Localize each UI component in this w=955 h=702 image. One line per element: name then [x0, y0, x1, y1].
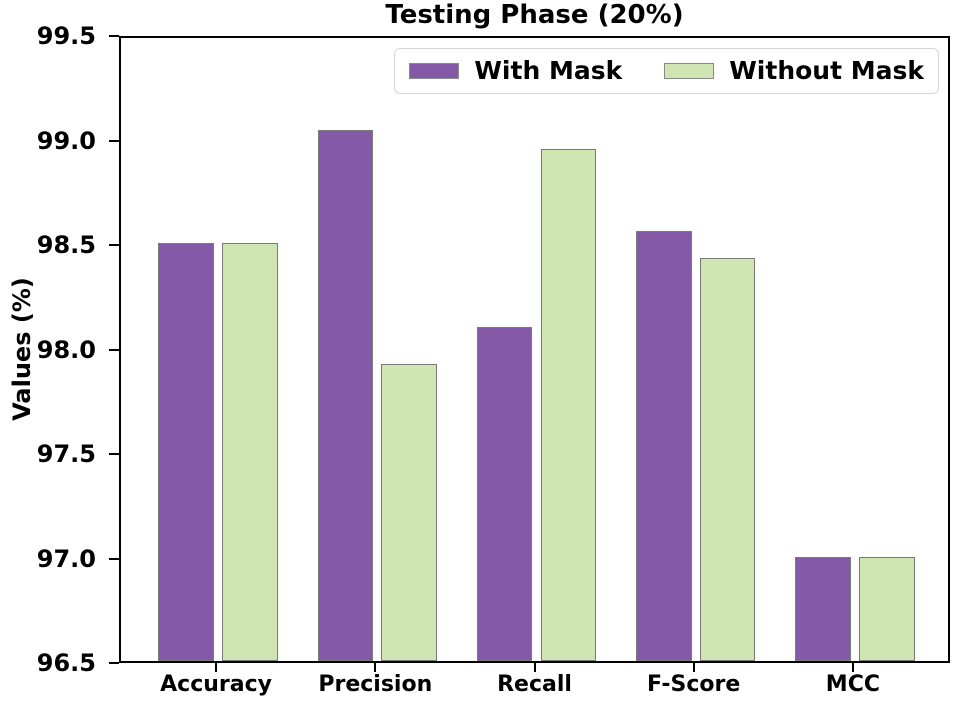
y-tick-label: 97.0	[36, 544, 96, 573]
bar-without-mask-recall	[540, 148, 597, 661]
legend-label: With Mask	[474, 56, 623, 85]
bar-with-mask-f-score	[636, 230, 692, 661]
y-tick-mark	[109, 35, 119, 37]
legend-swatch-with-mask	[409, 63, 460, 79]
bar-with-mask-accuracy	[158, 243, 215, 661]
chart-title: Testing Phase (20%)	[385, 0, 684, 30]
y-tick-mark	[109, 348, 119, 351]
bar-with-mask-recall	[476, 326, 533, 661]
legend-label: Without Mask	[729, 56, 924, 85]
y-tick-label: 99.5	[36, 22, 96, 50]
bar-without-mask-f-score	[699, 257, 756, 661]
x-tick-label-mcc: MCC	[825, 672, 880, 697]
legend-item-with-mask: With Mask	[409, 58, 622, 84]
x-tick-mark	[851, 663, 854, 672]
y-tick-label: 99.0	[36, 126, 96, 155]
bar-without-mask-accuracy	[222, 243, 278, 661]
y-tick-mark	[109, 557, 119, 560]
legend: With Mask Without Mask	[394, 48, 939, 94]
x-tick-mark	[533, 663, 536, 672]
bar-without-mask-precision	[381, 364, 437, 661]
x-tick-label-recall: Recall	[497, 672, 572, 697]
legend-swatch-without-mask	[664, 63, 715, 79]
bar-with-mask-mcc	[795, 556, 851, 661]
x-tick-mark	[692, 663, 695, 672]
y-tick-mark	[109, 139, 119, 142]
y-tick-mark	[109, 453, 119, 455]
bar-with-mask-precision	[317, 130, 374, 661]
x-tick-label-accuracy: Accuracy	[160, 672, 273, 697]
x-tick-label-precision: Precision	[318, 672, 433, 697]
x-tick-label-f-score: F-Score	[647, 672, 741, 697]
y-tick-label: 96.5	[36, 649, 96, 677]
y-tick-label: 98.5	[36, 231, 96, 259]
y-tick-mark	[109, 244, 119, 246]
y-tick-label: 97.5	[36, 440, 96, 468]
y-tick-label: 98.0	[36, 335, 96, 364]
x-tick-mark	[215, 663, 218, 672]
plot-area: With Mask Without Mask	[119, 36, 950, 663]
legend-item-without-mask: Without Mask	[664, 58, 924, 84]
x-tick-mark	[374, 663, 377, 672]
y-tick-mark	[109, 662, 119, 664]
bar-without-mask-mcc	[858, 556, 915, 661]
